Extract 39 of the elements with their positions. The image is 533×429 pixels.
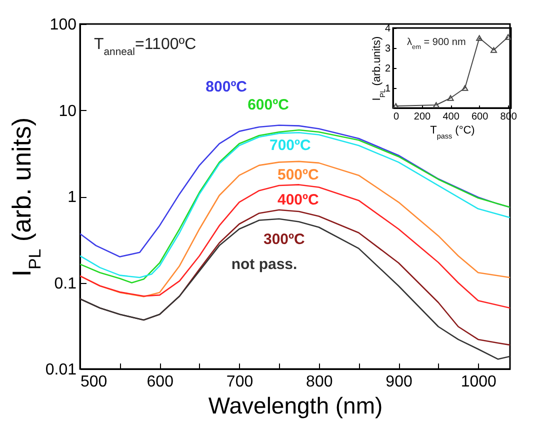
series-label: 600ºC	[248, 96, 290, 114]
annotation: T$_{anneal}$=1100ºC	[94, 36, 196, 58]
x-tick-label: 1000	[460, 374, 497, 390]
point	[462, 85, 468, 91]
y-tick-label: 1	[68, 189, 77, 206]
point	[490, 47, 497, 53]
annotation: λ$_{em}$ = 900 nm	[407, 37, 466, 50]
line-series	[80, 184, 510, 309]
series-label: 500ºC	[277, 166, 319, 184]
y-tick-label: 0.1	[54, 275, 77, 292]
x-tick-label: 800	[306, 374, 333, 390]
x-tick-label: 400	[442, 112, 460, 122]
point	[393, 103, 400, 108]
x-axis-title: T$_{pass}$ (°C)	[430, 124, 475, 140]
point	[476, 35, 483, 41]
x-tick-label: 500	[80, 374, 108, 390]
series-label: not pass.	[231, 256, 298, 273]
line-series	[80, 218, 510, 360]
y-tick-label: 1	[384, 84, 391, 94]
point	[432, 102, 440, 108]
y-tick-label: 4	[384, 24, 391, 34]
x-tick-label: 600	[146, 374, 174, 390]
x-tick-label: 600	[472, 112, 489, 122]
x-tick-label: 700	[226, 374, 254, 390]
x-tick-label: 200	[414, 112, 432, 122]
series-label: 300ºC	[263, 231, 305, 248]
series-label: 400ºC	[277, 192, 319, 209]
x-axis-title: Wavelength (nm)	[208, 392, 383, 418]
point	[504, 34, 511, 40]
text: 800ºC	[206, 78, 248, 96]
point	[447, 95, 454, 101]
y-tick-label: 100	[50, 16, 77, 34]
y-tick-label: 2	[384, 64, 391, 74]
x-tick-label: 0	[394, 112, 400, 122]
y-tick-label: 0.01	[45, 362, 77, 378]
y-tick-label: 3	[384, 44, 391, 54]
x-tick-label: 900	[386, 374, 412, 390]
y-tick-label: 10	[58, 102, 77, 120]
series-label: 700ºC	[269, 136, 311, 154]
